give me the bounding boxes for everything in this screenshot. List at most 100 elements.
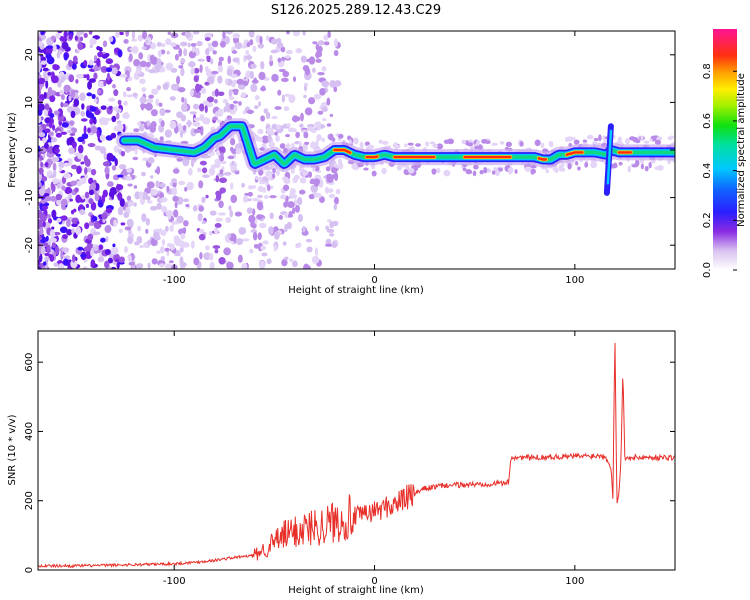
- speckle-blob: [126, 94, 134, 98]
- speckle-blob: [38, 125, 43, 135]
- speckle-blob: [321, 66, 327, 72]
- speckle-blob: [218, 56, 224, 62]
- speckle-blob: [51, 156, 60, 163]
- speckle-blob: [215, 190, 222, 197]
- speckle-blob: [49, 174, 56, 179]
- speckle-blob: [140, 102, 145, 111]
- speckle-blob: [231, 160, 235, 166]
- speckle-blob: [56, 217, 62, 223]
- speckle-blob: [53, 110, 60, 116]
- speckle-blob: [56, 183, 61, 190]
- speckle-blob: [133, 202, 137, 207]
- speckle-blob: [644, 165, 649, 172]
- speckle-blob: [277, 57, 282, 63]
- speckle-blob: [635, 139, 641, 144]
- speckle-blob: [218, 146, 226, 154]
- speckle-blob: [104, 166, 110, 175]
- speckle-blob: [93, 65, 97, 72]
- speckle-blob: [215, 174, 220, 183]
- speckle-blob: [187, 167, 193, 176]
- speckle-blob: [97, 51, 104, 58]
- speckle-blob: [139, 78, 146, 85]
- speckle-blob: [159, 246, 165, 254]
- speckle-blob: [298, 165, 304, 173]
- speckle-blob: [172, 195, 179, 202]
- speckle-blob: [159, 108, 166, 117]
- speckle-blob: [575, 161, 579, 166]
- speckle-blob: [212, 116, 218, 121]
- speckle-blob: [266, 127, 273, 134]
- speckle-blob: [44, 256, 49, 261]
- speckle-blob: [333, 196, 339, 205]
- speckle-blob: [79, 209, 86, 216]
- speckle-blob: [249, 71, 255, 80]
- speckle-blob: [223, 171, 232, 176]
- speckle-blob: [60, 131, 68, 135]
- speckle-blob: [48, 131, 54, 136]
- speckle-blob: [103, 151, 107, 161]
- speckle-blob: [313, 192, 320, 198]
- speckle-blob: [269, 141, 275, 147]
- speckle-blob: [499, 140, 505, 145]
- speckle-blob: [149, 205, 158, 211]
- speckle-blob: [64, 186, 73, 195]
- speckle-blob: [160, 229, 167, 236]
- speckle-blob: [297, 197, 303, 206]
- speckle-blob: [284, 93, 290, 97]
- speckle-blob: [88, 189, 95, 196]
- speckle-blob: [610, 163, 618, 169]
- speckle-blob: [173, 237, 182, 245]
- speckle-blob: [141, 171, 146, 177]
- speckle-blob: [126, 175, 132, 181]
- speckle-blob: [77, 43, 84, 49]
- speckle-blob: [262, 240, 269, 245]
- speckle-blob: [107, 97, 116, 102]
- speckle-blob: [261, 252, 268, 257]
- speckle-blob: [282, 70, 290, 78]
- speckle-blob: [275, 135, 280, 143]
- speckle-blob: [40, 246, 46, 255]
- speckle-blob: [507, 167, 514, 174]
- speckle-blob: [246, 109, 254, 115]
- speckle-blob: [105, 208, 113, 214]
- speckle-blob: [83, 246, 92, 253]
- speckle-blob: [193, 257, 200, 266]
- snr-plot-area: [38, 331, 675, 570]
- speckle-blob: [171, 178, 177, 184]
- speckle-blob: [43, 91, 47, 99]
- snr-y-label: SNR (10 * v/v): [7, 414, 18, 485]
- speckle-blob: [145, 61, 151, 68]
- speckle-blob: [215, 217, 223, 222]
- speckle-blob: [393, 144, 401, 149]
- speckle-blob: [333, 203, 338, 211]
- speckle-blob: [90, 182, 96, 191]
- speckle-blob: [322, 118, 327, 122]
- speckle-blob: [288, 210, 293, 216]
- speckle-blob: [249, 248, 254, 254]
- speckle-blob: [43, 109, 49, 117]
- speckle-blob: [436, 143, 444, 150]
- speckle-blob: [125, 31, 130, 37]
- speckle-blob: [213, 162, 221, 169]
- speckle-blob: [178, 180, 186, 186]
- speckle-blob: [257, 128, 264, 135]
- speckle-blob: [45, 235, 49, 242]
- speckle-blob: [128, 229, 132, 235]
- speckle-blob: [71, 63, 77, 70]
- speckle-blob: [45, 79, 49, 89]
- y-tick-label: 20: [24, 48, 35, 61]
- speckle-blob: [285, 123, 291, 127]
- speckle-blob: [38, 236, 43, 241]
- speckle-blob: [145, 228, 149, 234]
- x-tick-label: 100: [565, 576, 584, 587]
- speckle-blob: [41, 175, 48, 182]
- speckle-blob: [90, 125, 98, 134]
- speckle-blob: [317, 40, 325, 46]
- speckle-blob: [60, 101, 64, 108]
- speckle-blob: [63, 172, 72, 179]
- speckle-blob: [80, 177, 87, 184]
- speckle-blob: [38, 84, 41, 93]
- speckle-blob: [292, 176, 298, 184]
- speckle-blob: [250, 221, 256, 228]
- speckle-blob: [198, 205, 205, 212]
